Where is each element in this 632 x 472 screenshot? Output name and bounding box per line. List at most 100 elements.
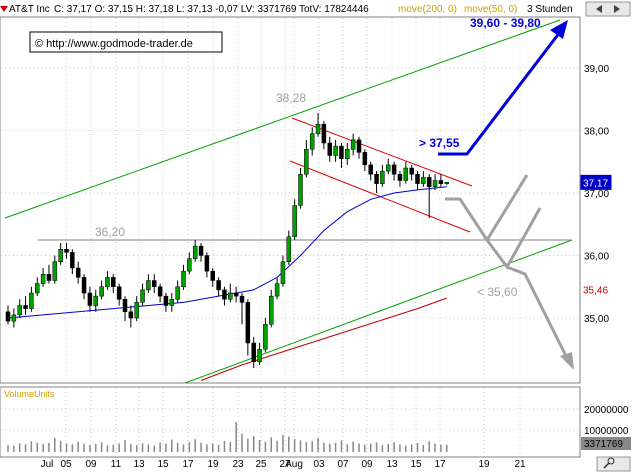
candle-body (362, 152, 368, 166)
candle-body (5, 311, 11, 322)
x-tick-label: 27 (279, 459, 291, 470)
candle (327, 136, 332, 162)
candle (421, 171, 426, 187)
candles (5, 113, 449, 368)
candle (134, 296, 139, 322)
scroll-right-icon[interactable] (614, 5, 620, 13)
candle-body (52, 261, 58, 281)
candle (239, 293, 245, 325)
copyright-box: © http://www.godmode-trader.de (29, 31, 223, 53)
candle-body (444, 182, 449, 184)
candle-body (163, 295, 169, 306)
candle (29, 286, 34, 312)
scroll-box[interactable] (585, 1, 631, 17)
candle (169, 293, 175, 312)
candle (87, 286, 93, 312)
candle (152, 274, 157, 293)
x-tick-label: Jul (41, 459, 54, 470)
candle (438, 174, 444, 187)
candle-body (198, 245, 204, 256)
candle (99, 280, 104, 300)
candle (315, 113, 321, 137)
bearish-projection-a (445, 174, 529, 243)
candle-body (280, 261, 286, 284)
candle-body (380, 170, 385, 184)
magnifier-icon[interactable] (603, 462, 610, 469)
candle (17, 299, 22, 318)
candle-body (169, 299, 175, 306)
candle-body (350, 139, 356, 150)
candle-body (192, 245, 198, 259)
bearish-projection-c (506, 265, 570, 361)
bearish-arrow-head (560, 352, 574, 370)
candle-body (216, 280, 221, 291)
candle-body (432, 180, 438, 187)
candle (321, 121, 327, 150)
candle (409, 164, 414, 181)
downside-label: < 35,60 (477, 285, 518, 299)
grid (1, 18, 579, 456)
candle (245, 299, 251, 356)
price-axis: 39,00 38,00 37,00 36,00 35,00 (584, 64, 609, 325)
candle-body (116, 286, 122, 300)
candle-body (140, 289, 145, 303)
candle (111, 274, 116, 293)
candle-body (35, 283, 40, 294)
candle-body (204, 255, 210, 272)
candle-body (374, 174, 379, 184)
candle (11, 308, 17, 328)
target-label: 39,60 - 39,80 (470, 16, 541, 30)
x-tick-label: 05 (60, 459, 72, 470)
price-marker-label: 35,46 (583, 285, 608, 296)
candle-body (315, 124, 321, 134)
candle (251, 336, 256, 368)
support-label: 36,20 (95, 225, 125, 239)
candle (274, 277, 280, 300)
symbol-name: AT&T Inc (9, 4, 50, 15)
candle-body (397, 174, 403, 181)
bullish-arrow-head (550, 20, 568, 39)
candle (46, 264, 52, 284)
ma200-line (200, 297, 447, 381)
candle (75, 261, 81, 284)
high-label: 38,28 (276, 91, 306, 105)
candle-body (368, 164, 373, 175)
candle (415, 171, 420, 190)
zoom-control[interactable] (596, 456, 631, 472)
candle (52, 255, 58, 284)
price-marker-label: 37,17 (583, 178, 608, 189)
candle-body (304, 149, 309, 175)
candle (58, 243, 63, 265)
magnifier-lens-icon[interactable] (607, 457, 615, 465)
candle (263, 318, 268, 353)
candle (216, 277, 221, 297)
candle-body (386, 164, 391, 172)
candle (175, 280, 180, 303)
scroll-left-icon[interactable] (596, 5, 602, 13)
candle-body (286, 236, 292, 262)
candle (128, 305, 134, 328)
candle (204, 252, 210, 278)
x-tick-label: Aug (285, 459, 303, 470)
candle-body (222, 289, 227, 300)
candle-body (187, 258, 192, 272)
candle-body (93, 295, 98, 306)
candle (146, 274, 151, 293)
candle-body (75, 267, 81, 278)
candle (368, 161, 373, 181)
x-tick-label: 19 (207, 459, 219, 470)
candle-body (263, 324, 268, 350)
candle-body (81, 277, 87, 294)
volume-bars (7, 421, 448, 452)
candle (309, 127, 315, 156)
bullish-projection (438, 31, 562, 156)
candle (122, 296, 128, 322)
copyright-text: © http://www.godmode-trader.de (35, 38, 193, 50)
x-tick-label: 09 (361, 459, 373, 470)
header: AT&T Inc C: 37,17 O: 37,15 H: 37,18 L: 3… (0, 1, 631, 17)
candle (339, 143, 344, 168)
candle (286, 230, 292, 265)
x-tick-label: 03 (313, 459, 325, 470)
candle-body (17, 305, 22, 316)
